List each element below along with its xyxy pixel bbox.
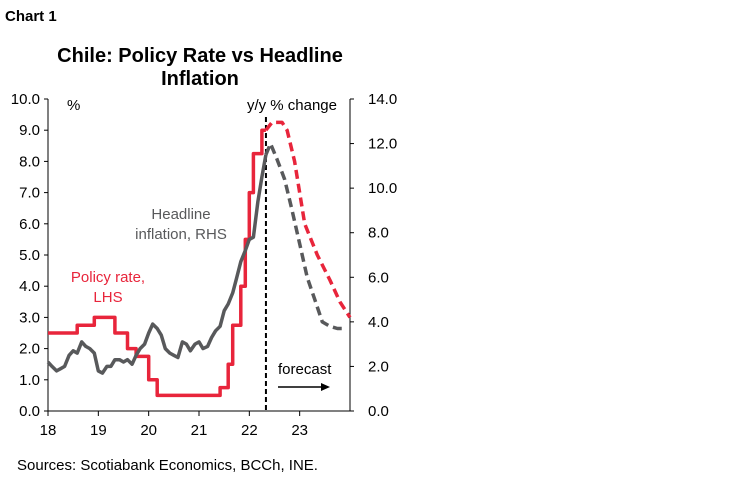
inflation-forecast-line — [264, 141, 343, 331]
series-layer — [46, 120, 352, 398]
right-tick-label: 2.0 — [368, 358, 389, 375]
inflation-line — [46, 154, 268, 375]
right-tick-label: 12.0 — [368, 136, 397, 153]
policy-rate-label-line2: LHS — [93, 289, 122, 306]
right-tick-label: 6.0 — [368, 269, 389, 286]
x-tick-label: 20 — [140, 422, 157, 439]
left-tick-label: 2.0 — [19, 341, 40, 358]
policy-rate-label-line1: Policy rate, — [71, 269, 145, 286]
right-tick-label: 0.0 — [368, 403, 389, 420]
source-note: Sources: Scotiabank Economics, BCCh, INE… — [17, 457, 318, 474]
left-tick-label: 9.0 — [19, 122, 40, 139]
policy-rate-line — [48, 128, 266, 398]
inflation-label-line1: Headline — [151, 206, 210, 223]
right-tick-label: 10.0 — [368, 180, 397, 197]
right-axis-unit: y/y % change — [247, 97, 337, 114]
axes: 0.0 1.0 2.0 3.0 4.0 5.0 6.0 7.0 8.0 9.0 10.0 0.0 2.0… — [11, 91, 397, 439]
right-tick-label: 14.0 — [368, 91, 397, 108]
x-tick-label: 19 — [90, 422, 107, 439]
left-tick-label: 6.0 — [19, 216, 40, 233]
right-tick-label: 8.0 — [368, 225, 389, 242]
x-tick-label: 22 — [241, 422, 258, 439]
x-tick-label: 23 — [291, 422, 308, 439]
inflation-label-line2: inflation, RHS — [135, 226, 227, 243]
x-tick-label: 21 — [191, 422, 208, 439]
left-tick-label: 1.0 — [19, 372, 40, 389]
left-tick-label: 7.0 — [19, 185, 40, 202]
right-tick-label: 4.0 — [368, 314, 389, 331]
forecast-arrow-head — [321, 383, 330, 391]
left-tick-label: 3.0 — [19, 309, 40, 326]
left-tick-label: 8.0 — [19, 153, 40, 170]
policy-rate-forecast-line — [264, 120, 352, 319]
forecast-label: forecast — [278, 361, 332, 378]
left-axis-unit: % — [67, 97, 80, 114]
left-tick-label: 4.0 — [19, 278, 40, 295]
x-tick-label: 18 — [40, 422, 57, 439]
left-tick-label: 10.0 — [11, 91, 40, 108]
chart-number: Chart 1 — [5, 8, 57, 25]
left-tick-label: 0.0 — [19, 403, 40, 420]
chart-title-line2: Inflation — [161, 68, 239, 90]
chart-title-line1: Chile: Policy Rate vs Headline — [57, 45, 343, 67]
left-tick-label: 5.0 — [19, 247, 40, 264]
